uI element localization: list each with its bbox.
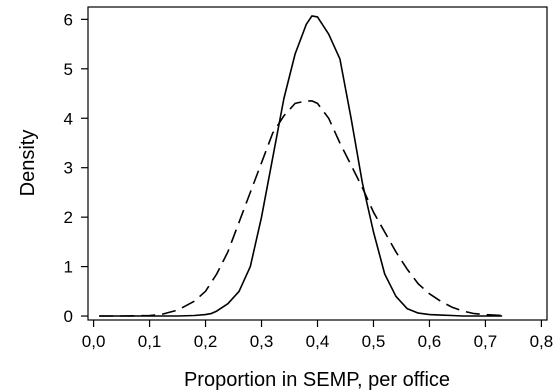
x-tick-label: 0,4	[306, 332, 330, 351]
x-tick-label: 0,0	[82, 332, 106, 351]
y-tick-label: 6	[64, 10, 73, 29]
x-tick-label: 0,3	[250, 332, 274, 351]
x-axis-title: Proportion in SEMP, per office	[184, 369, 450, 391]
x-tick-label: 0,5	[362, 332, 386, 351]
plot-frame	[87, 6, 548, 321]
x-tick-label: 0,2	[194, 332, 218, 351]
y-tick-label: 2	[64, 208, 73, 227]
y-tick-label: 1	[64, 258, 73, 277]
x-tick-label: 0,6	[418, 332, 442, 351]
x-tick-label: 0,1	[138, 332, 162, 351]
y-tick-label: 0	[64, 307, 73, 326]
y-axis-title: Density	[17, 130, 39, 197]
x-tick-label: 0,8	[530, 332, 554, 351]
dashed-density-line	[99, 100, 503, 317]
x-tick-label: 0,7	[474, 332, 498, 351]
x-axis: 0,0 0,1 0,2 0,3 0,4 0,5 0,6 0,7 0,8	[82, 320, 553, 351]
series-layer	[99, 15, 503, 317]
y-axis: 0 1 2 3 4 5 6	[64, 10, 88, 326]
solid-density-line	[99, 15, 503, 317]
y-tick-label: 3	[64, 159, 73, 178]
y-tick-label: 5	[64, 60, 73, 79]
y-tick-label: 4	[64, 109, 73, 128]
